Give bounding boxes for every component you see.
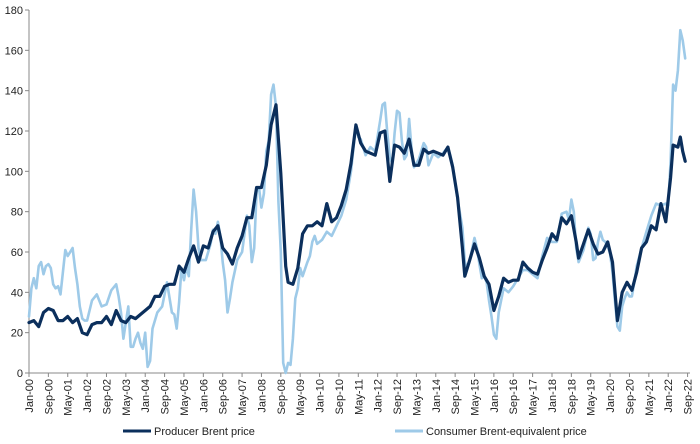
x-tick-label: Sep-12 — [392, 379, 404, 414]
y-tick-label: 140 — [5, 86, 23, 98]
x-axis: Jan-00 Sep-00 May-01 Jan-02 Sep-02 May-03 Jan-… — [24, 372, 695, 416]
y-axis: 0 20 40 60 80 100 120 140 160 180 — [5, 5, 30, 380]
x-tick-label: Jan-04 — [140, 379, 152, 413]
x-tick-label: Jan-22 — [663, 379, 675, 413]
x-tick-label: May-17 — [528, 379, 540, 416]
y-tick-label: 80 — [11, 207, 23, 219]
y-tick-label: 0 — [17, 368, 23, 380]
x-tick-label: May-01 — [63, 379, 75, 416]
x-tick-label: May-05 — [179, 379, 191, 416]
x-tick-label: Jan-08 — [256, 379, 268, 413]
x-tick-label: May-11 — [353, 379, 365, 415]
x-tick-label: Jan-10 — [315, 379, 327, 413]
x-tick-label: Jan-14 — [431, 379, 443, 413]
x-tick-label: Jan-16 — [489, 379, 501, 413]
y-tick-label: 40 — [11, 287, 23, 299]
y-tick-label: 160 — [5, 45, 23, 57]
x-tick-label: Sep-18 — [566, 379, 578, 414]
x-tick-label: May-15 — [470, 379, 482, 416]
x-tick-label: May-09 — [295, 379, 307, 416]
x-tick-label: Jan-02 — [82, 379, 94, 413]
legend: Producer Brent price Consumer Brent-equiv… — [123, 426, 587, 438]
x-tick-label: Jan-00 — [24, 379, 36, 413]
x-tick-label: Jan-06 — [198, 379, 210, 413]
y-tick-label: 100 — [5, 166, 23, 178]
series-layer — [27, 28, 687, 375]
x-tick-label: Sep-04 — [160, 379, 172, 414]
x-tick-label: May-07 — [237, 379, 249, 416]
x-tick-label: Sep-20 — [624, 379, 636, 414]
x-tick-label: Sep-00 — [43, 379, 55, 414]
x-tick-label: Sep-08 — [276, 379, 288, 414]
legend-label-consumer: Consumer Brent-equivalent price — [426, 426, 587, 438]
x-tick-label: Sep-10 — [334, 379, 346, 414]
x-tick-label: Sep-22 — [683, 379, 695, 414]
legend-label-producer: Producer Brent price — [154, 426, 255, 438]
x-tick-label: May-21 — [644, 379, 656, 416]
x-tick-label: Jan-18 — [547, 379, 559, 413]
x-tick-label: May-19 — [586, 379, 598, 416]
y-tick-label: 20 — [11, 328, 23, 340]
x-tick-label: Jan-20 — [605, 379, 617, 413]
x-tick-label: Sep-14 — [450, 379, 462, 414]
y-tick-label: 60 — [11, 247, 23, 259]
x-tick-label: May-13 — [411, 379, 423, 416]
y-tick-label: 120 — [5, 126, 23, 138]
x-tick-label: May-03 — [121, 379, 133, 416]
x-tick-label: Sep-02 — [101, 379, 113, 414]
x-tick-label: Sep-06 — [218, 379, 230, 414]
series-line-producer — [27, 103, 687, 337]
x-tick-label: Jan-12 — [373, 379, 385, 413]
y-tick-label: 180 — [5, 5, 23, 17]
x-tick-label: Sep-16 — [508, 379, 520, 414]
